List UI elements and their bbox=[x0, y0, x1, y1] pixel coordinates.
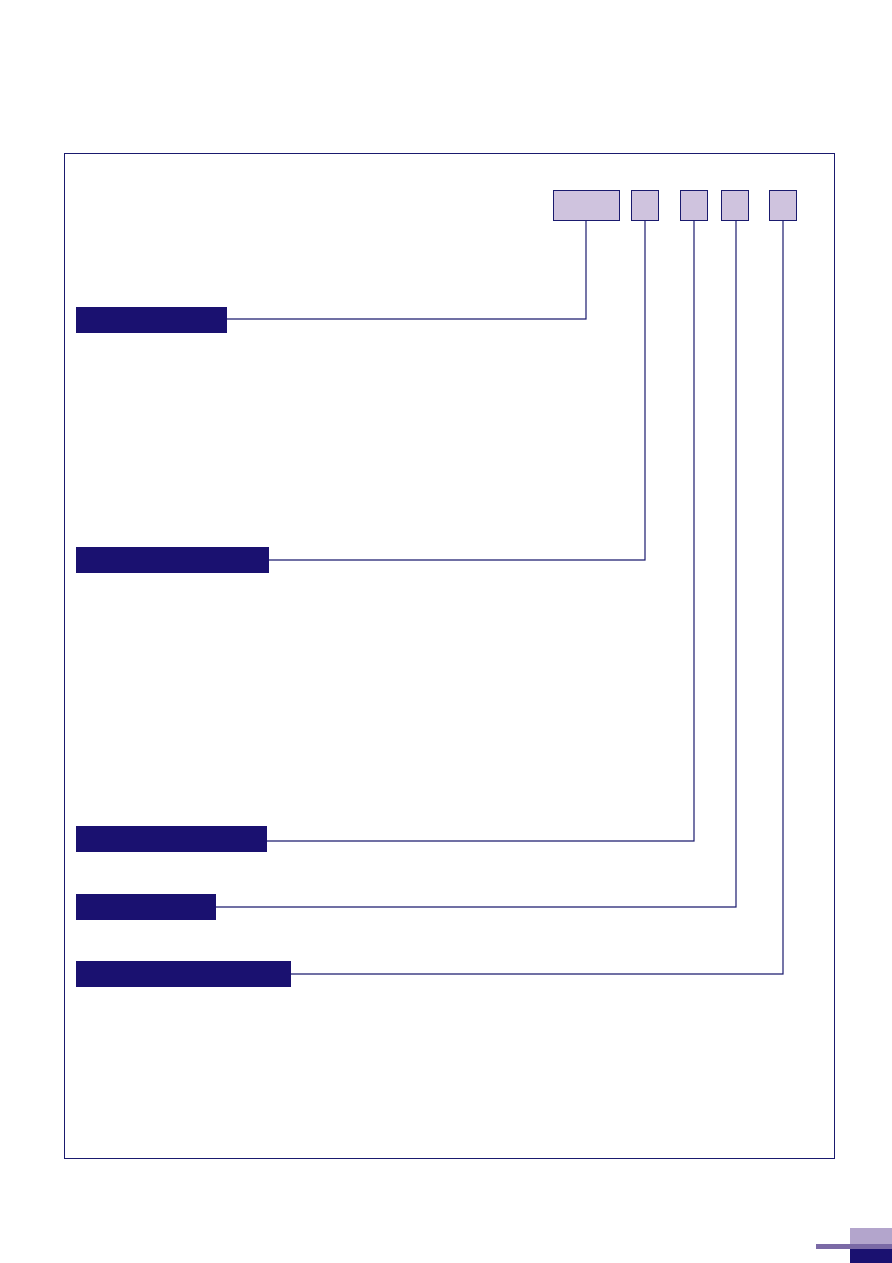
connector-4 bbox=[215, 221, 737, 908]
code-box-3 bbox=[680, 190, 708, 221]
code-box-2 bbox=[631, 190, 659, 221]
label-bar-3 bbox=[76, 826, 267, 852]
page-tab-light bbox=[850, 1228, 892, 1245]
label-bar-4 bbox=[76, 894, 216, 920]
connector-2 bbox=[268, 221, 646, 561]
connector-5 bbox=[290, 221, 784, 975]
label-bar-1 bbox=[76, 307, 227, 333]
page-tab-line bbox=[816, 1244, 892, 1249]
page-tab-dark bbox=[850, 1249, 892, 1263]
code-box-5 bbox=[769, 190, 797, 221]
label-bar-2 bbox=[76, 547, 269, 573]
diagram-frame bbox=[64, 153, 835, 1159]
label-bar-5 bbox=[76, 961, 291, 987]
code-box-4 bbox=[721, 190, 749, 221]
code-box-1 bbox=[553, 190, 620, 221]
connector-3 bbox=[266, 221, 695, 842]
connector-1 bbox=[226, 221, 587, 320]
